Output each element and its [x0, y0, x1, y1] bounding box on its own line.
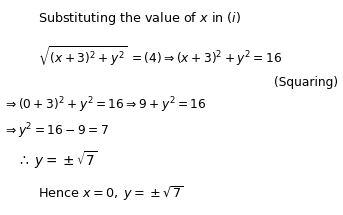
- Text: $\Rightarrow (0+3)^2 + y^2 = 16 \Rightarrow 9 + y^2 = 16$: $\Rightarrow (0+3)^2 + y^2 = 16 \Rightar…: [3, 96, 207, 115]
- Text: Hence $x = 0,\; y = \pm\sqrt{7}$: Hence $x = 0,\; y = \pm\sqrt{7}$: [38, 184, 184, 203]
- Text: $\Rightarrow y^2 = 16 - 9 = 7$: $\Rightarrow y^2 = 16 - 9 = 7$: [3, 121, 109, 141]
- Text: $\therefore\; y = \pm\sqrt{7}$: $\therefore\; y = \pm\sqrt{7}$: [17, 149, 98, 171]
- Text: (Squaring): (Squaring): [274, 76, 338, 89]
- Text: $\sqrt{(x+3)^2 + y^2}\; = (4) \Rightarrow (x+3)^2 + y^2 = 16$: $\sqrt{(x+3)^2 + y^2}\; = (4) \Rightarro…: [38, 45, 282, 69]
- Text: Substituting the value of $x$ in $(i)$: Substituting the value of $x$ in $(i)$: [38, 10, 241, 27]
